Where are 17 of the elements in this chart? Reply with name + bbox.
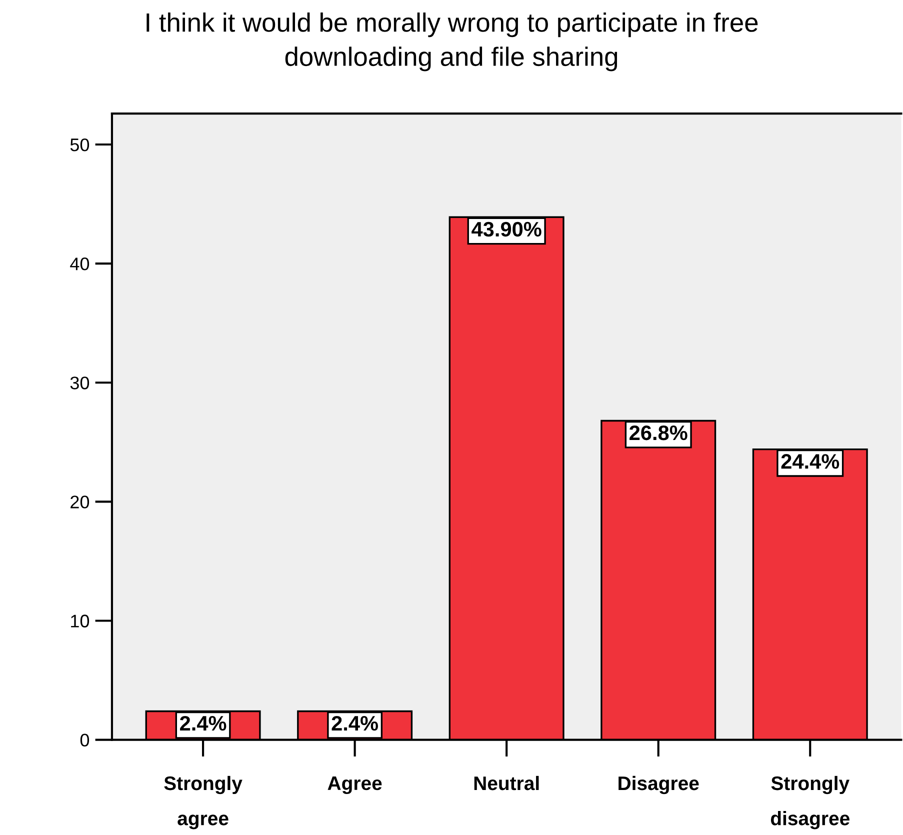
y-tick-label: 50 xyxy=(70,138,90,152)
x-tick-label: Neutral xyxy=(474,776,539,790)
y-tick-label: 30 xyxy=(70,376,90,390)
data-label: 26.8% xyxy=(630,425,688,440)
x-tick-label: Disagree xyxy=(618,776,699,794)
x-tick-label: Agree xyxy=(328,776,382,794)
data-label: 2.4% xyxy=(332,716,378,731)
data-label: 24.4% xyxy=(781,454,840,469)
data-label: 2.4% xyxy=(180,716,226,731)
data-label: 43.90% xyxy=(472,222,542,237)
y-tick-label: 40 xyxy=(70,258,90,270)
y-tick-label: 20 xyxy=(70,496,90,508)
y-tick-label: 0 xyxy=(80,734,90,747)
x-tick-label: Strongly agree xyxy=(164,776,242,830)
y-tick-label: 10 xyxy=(71,614,90,628)
chart-title: I think it would be morally wrong to participate in free downloading and file sharing xyxy=(146,12,758,72)
x-tick-label: Strongly disagree xyxy=(770,776,850,830)
